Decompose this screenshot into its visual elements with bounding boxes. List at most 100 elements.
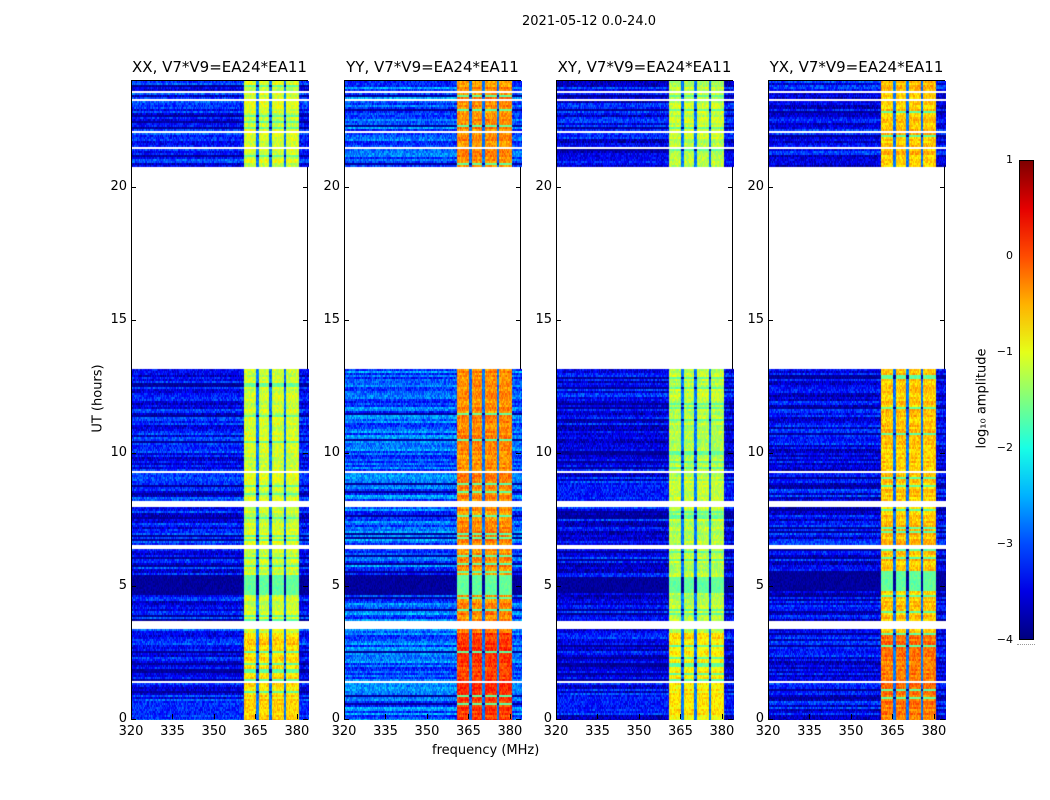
x-tick-label: 350 — [838, 724, 864, 739]
x-tick-mark — [892, 714, 894, 719]
y-tick-mark — [940, 719, 945, 720]
x-tick-label: 350 — [626, 724, 652, 739]
x-tick-mark — [850, 714, 852, 719]
y-tick-label: 0 — [755, 711, 764, 726]
heatmap-panel — [344, 80, 522, 720]
y-tick-label: 20 — [535, 178, 552, 194]
y-tick-mark — [344, 719, 349, 720]
heatmap-cells — [345, 81, 522, 720]
x-tick-mark — [721, 714, 723, 719]
heatmap-cells — [132, 81, 309, 720]
figure-title: 2021-05-12 0.0-24.0 — [522, 14, 656, 29]
y-tick-label: 15 — [747, 311, 764, 327]
x-tick-label: 365 — [668, 724, 693, 739]
y-tick-label: 10 — [535, 444, 552, 460]
x-tick-label: 365 — [456, 724, 481, 739]
y-tick-mark — [303, 186, 308, 188]
y-tick-mark — [131, 319, 136, 321]
y-tick-mark — [303, 719, 308, 720]
y-tick-label: 5 — [543, 577, 552, 593]
y-tick-label: 5 — [755, 577, 764, 593]
x-tick-mark — [131, 714, 132, 719]
x-tick-mark — [385, 714, 387, 719]
y-tick-mark — [556, 585, 561, 587]
heatmap-cells — [769, 81, 946, 720]
y-axis-label: UT (hours) — [90, 364, 106, 433]
y-tick-mark — [556, 452, 561, 454]
x-tick-mark — [768, 714, 769, 719]
panel-title: YX, V7*V9=EA24*EA11 — [769, 58, 944, 76]
x-tick-mark — [509, 714, 511, 719]
x-tick-label: 380 — [709, 724, 735, 739]
y-tick-mark — [516, 186, 521, 188]
x-tick-mark — [426, 714, 428, 719]
x-tick-label: 350 — [201, 724, 227, 739]
colorbar-tick-label: −2 — [996, 441, 1013, 454]
x-tick-mark — [933, 714, 935, 719]
y-tick-mark — [516, 452, 521, 454]
x-tick-mark — [344, 714, 345, 719]
x-tick-mark — [468, 714, 470, 719]
y-tick-mark — [131, 585, 136, 587]
y-tick-mark — [728, 319, 733, 321]
y-tick-mark — [303, 452, 308, 454]
x-tick-label: 320 — [331, 724, 357, 739]
x-tick-label: 335 — [160, 724, 185, 739]
colorbar-tick-label: −4 — [996, 633, 1013, 646]
y-tick-mark — [940, 186, 945, 188]
heatmap-panel — [131, 80, 309, 720]
y-tick-mark — [516, 319, 521, 321]
x-tick-label: 365 — [243, 724, 268, 739]
y-tick-mark — [728, 452, 733, 454]
colorbar-tick-label: −3 — [996, 537, 1013, 550]
y-tick-label: 0 — [118, 711, 127, 726]
panel-title: XX, V7*V9=EA24*EA11 — [132, 58, 307, 76]
y-tick-mark — [940, 585, 945, 587]
y-tick-mark — [131, 719, 136, 720]
heatmap-cells — [557, 81, 734, 720]
colorbar-tick-label: −1 — [996, 345, 1013, 358]
y-tick-mark — [556, 719, 561, 720]
y-tick-label: 20 — [110, 178, 127, 194]
x-tick-mark — [680, 714, 682, 719]
colorbar-tick-label: 0 — [1006, 249, 1013, 262]
x-tick-label: 380 — [921, 724, 947, 739]
y-tick-mark — [303, 585, 308, 587]
x-tick-mark — [172, 714, 174, 719]
y-tick-mark — [768, 719, 773, 720]
panel-title: YY, V7*V9=EA24*EA11 — [346, 58, 519, 76]
x-tick-label: 365 — [880, 724, 905, 739]
x-tick-mark — [556, 714, 557, 719]
y-tick-mark — [556, 319, 561, 321]
y-tick-label: 5 — [331, 577, 340, 593]
x-tick-label: 380 — [284, 724, 310, 739]
x-tick-label: 380 — [497, 724, 523, 739]
y-tick-label: 10 — [747, 444, 764, 460]
x-tick-mark — [638, 714, 640, 719]
y-tick-mark — [516, 585, 521, 587]
y-tick-mark — [768, 186, 773, 188]
colorbar-tick-label: 1 — [1006, 153, 1013, 166]
y-tick-mark — [516, 719, 521, 720]
y-tick-mark — [344, 585, 349, 587]
y-tick-mark — [303, 319, 308, 321]
y-tick-label: 0 — [543, 711, 552, 726]
y-tick-mark — [344, 452, 349, 454]
y-tick-label: 15 — [110, 311, 127, 327]
y-tick-label: 15 — [535, 311, 552, 327]
y-tick-label: 20 — [747, 178, 764, 194]
heatmap-panel — [556, 80, 734, 720]
y-tick-mark — [768, 452, 773, 454]
x-axis-label: frequency (MHz) — [432, 743, 540, 758]
y-tick-label: 15 — [323, 311, 340, 327]
y-tick-mark — [728, 585, 733, 587]
y-tick-mark — [728, 186, 733, 188]
y-tick-mark — [728, 719, 733, 720]
y-tick-mark — [768, 319, 773, 321]
y-tick-mark — [768, 585, 773, 587]
x-tick-label: 335 — [373, 724, 398, 739]
x-tick-mark — [213, 714, 215, 719]
x-tick-label: 335 — [797, 724, 822, 739]
y-tick-mark — [940, 452, 945, 454]
